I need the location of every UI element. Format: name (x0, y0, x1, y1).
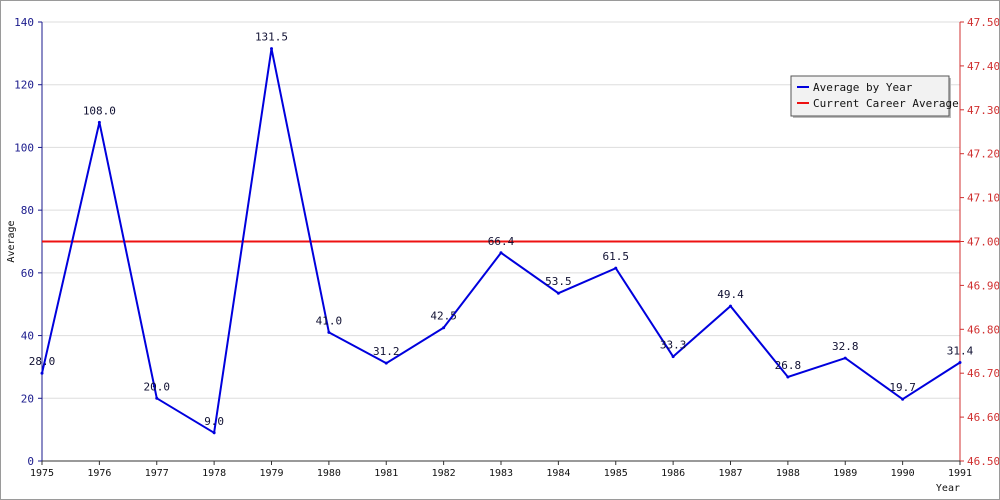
left-tick-label: 0 (27, 455, 34, 468)
data-point (671, 355, 675, 359)
x-tick-label: 1987 (718, 468, 742, 479)
right-tick-label: 46.50 (967, 455, 999, 468)
x-tick-label: 1981 (374, 468, 398, 479)
right-tick-label: 46.70 (967, 367, 999, 380)
legend-entry: Average by Year (813, 81, 913, 94)
x-tick-label: 1982 (432, 468, 456, 479)
x-tick-label: 1980 (317, 468, 341, 479)
data-label: 41.0 (316, 314, 343, 327)
left-tick-label: 20 (21, 392, 34, 405)
left-tick-label: 40 (21, 330, 34, 343)
data-point (212, 431, 216, 435)
data-point (384, 361, 388, 365)
x-tick-label: 1984 (546, 468, 570, 479)
right-tick-label: 46.90 (967, 279, 999, 292)
data-label: 53.5 (545, 275, 572, 288)
data-label: 66.4 (488, 235, 515, 248)
data-point (40, 371, 44, 375)
right-tick-label: 46.60 (967, 411, 999, 424)
x-tick-label: 1991 (948, 468, 972, 479)
left-tick-label: 120 (14, 79, 34, 92)
left-tick-label: 100 (14, 141, 34, 154)
x-tick-label: 1985 (604, 468, 628, 479)
x-tick-label: 1983 (489, 468, 513, 479)
left-tick-label: 80 (21, 204, 34, 217)
x-axis-title: Year (936, 483, 960, 494)
x-tick-label: 1986 (661, 468, 685, 479)
data-point (499, 251, 503, 255)
right-tick-label: 47.00 (967, 236, 999, 249)
data-label: 19.7 (889, 381, 916, 394)
data-label: 131.5 (255, 31, 288, 44)
data-point (901, 397, 905, 401)
legend-entry: Current Career Average (813, 97, 959, 110)
legend-box (790, 75, 950, 117)
data-label: 32.8 (832, 340, 859, 353)
data-point (556, 291, 560, 295)
data-point (97, 120, 101, 124)
x-tick-label: 1979 (259, 468, 283, 479)
data-label: 49.4 (717, 288, 744, 301)
right-tick-label: 47.10 (967, 192, 999, 205)
data-label: 9.0 (204, 415, 224, 428)
x-tick-label: 1977 (145, 468, 169, 479)
left-tick-label: 140 (14, 16, 34, 29)
x-tick-label: 1989 (833, 468, 857, 479)
data-label: 20.0 (144, 380, 171, 393)
x-tick-label: 1990 (891, 468, 915, 479)
data-label: 42.5 (430, 310, 457, 323)
right-tick-label: 47.30 (967, 104, 999, 117)
data-label: 33.3 (660, 339, 687, 352)
right-tick-label: 47.40 (967, 60, 999, 73)
data-label: 28.0 (29, 355, 56, 368)
data-point (958, 361, 962, 365)
data-point (729, 304, 732, 308)
data-point (327, 330, 331, 334)
left-tick-label: 60 (21, 267, 34, 280)
x-tick-label: 1975 (30, 468, 54, 479)
x-tick-label: 1978 (202, 468, 226, 479)
data-point (614, 266, 618, 270)
right-tick-label: 47.20 (967, 148, 999, 161)
x-tick-label: 1988 (776, 468, 800, 479)
data-label: 26.8 (775, 359, 802, 372)
data-point (155, 396, 159, 400)
x-tick-label: 1976 (87, 468, 111, 479)
data-label: 61.5 (603, 250, 630, 263)
data-label: 108.0 (83, 104, 116, 117)
right-tick-label: 46.80 (967, 323, 999, 336)
data-point (843, 356, 847, 360)
right-tick-label: 47.50 (967, 16, 999, 29)
data-point (270, 47, 273, 51)
data-label: 31.2 (373, 345, 400, 358)
data-label: 31.4 (947, 345, 974, 358)
data-point (786, 375, 790, 379)
data-point (442, 326, 446, 330)
y-axis-title: Average (6, 220, 17, 262)
